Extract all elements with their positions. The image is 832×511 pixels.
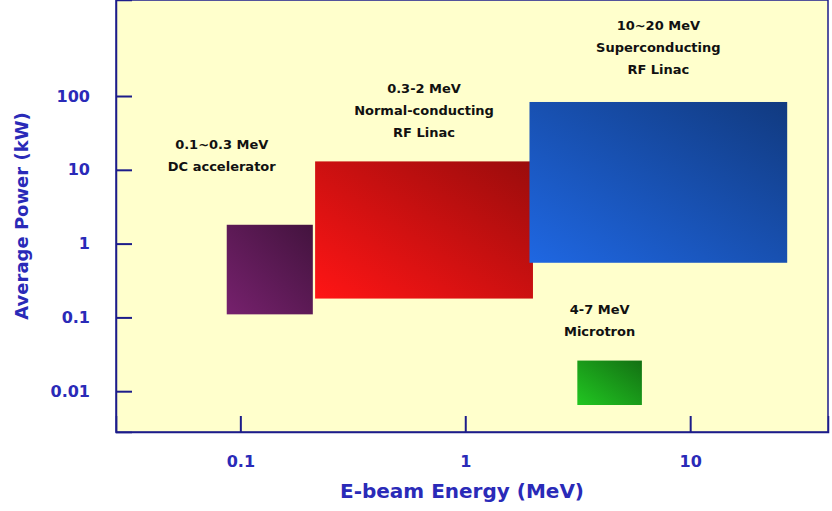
- tick-mark: [116, 317, 132, 319]
- range-box: [227, 225, 313, 315]
- box-label: 10~20 MeV: [617, 18, 700, 33]
- annotations: 0.1~0.3 MeV DC accelerator 0.3-2 MeV Normal…: [168, 18, 721, 339]
- tick-label: 100: [57, 87, 90, 106]
- plot-frame: [116, 0, 828, 432]
- box-label: RF Linac: [627, 62, 689, 77]
- tick-mark: [116, 169, 132, 171]
- box-label: Microtron: [564, 324, 635, 339]
- axis-line: [117, 416, 829, 433]
- tick: 10: [680, 416, 702, 471]
- tick: 0.01: [51, 382, 132, 401]
- chart-svg: 0.1 1 10 0.01 0.1 1 10 100 0.1~0.3 MeV DC acceler…: [0, 0, 832, 511]
- tick-label: 0.1: [62, 308, 90, 327]
- tick-mark: [116, 96, 132, 98]
- tick-mark: [116, 391, 132, 393]
- tick-label: 10: [68, 160, 90, 179]
- chart-container: 0.1 1 10 0.01 0.1 1 10 100 0.1~0.3 MeV DC acceler…: [0, 0, 832, 511]
- plot-background: [116, 0, 828, 432]
- tick-label: 1: [460, 452, 471, 471]
- tick-mark: [690, 416, 692, 432]
- tick-label: 0.01: [51, 382, 90, 401]
- x-axis: 0.1 1 10: [117, 416, 829, 471]
- plot-area: 0.1 1 10 0.01 0.1 1 10 100 0.1~0.3 MeV DC acceler…: [51, 0, 829, 471]
- tick: 0.1: [62, 308, 132, 327]
- range-box: [529, 102, 787, 263]
- tick: 100: [57, 87, 132, 106]
- box-label: Superconducting: [596, 40, 721, 55]
- x-axis-title: E-beam Energy (MeV): [340, 479, 584, 503]
- y-axis: 0.01 0.1 1 10 100: [51, 1, 132, 433]
- tick: 1: [460, 416, 471, 471]
- range-box: [315, 161, 533, 298]
- box-label: 0.1~0.3 MeV: [175, 137, 268, 152]
- box-label: 0.3-2 MeV: [387, 81, 461, 96]
- tick-label: 10: [680, 452, 702, 471]
- box-label: RF Linac: [393, 125, 455, 140]
- y-axis-title: Average Power (kW): [11, 112, 32, 319]
- tick-label: 1: [79, 234, 90, 253]
- marks: [227, 102, 787, 405]
- box-label: 4-7 MeV: [570, 302, 630, 317]
- tick-label: 0.1: [227, 452, 255, 471]
- tick-mark: [240, 416, 242, 432]
- box-label: DC accelerator: [168, 159, 276, 174]
- tick: 1: [79, 234, 132, 253]
- tick: 10: [68, 160, 132, 179]
- axis-line: [117, 1, 133, 433]
- box-label: Normal-conducting: [354, 103, 494, 118]
- tick-mark: [116, 243, 132, 245]
- tick-mark: [465, 416, 467, 432]
- tick: 0.1: [227, 416, 255, 471]
- range-box: [577, 361, 642, 405]
